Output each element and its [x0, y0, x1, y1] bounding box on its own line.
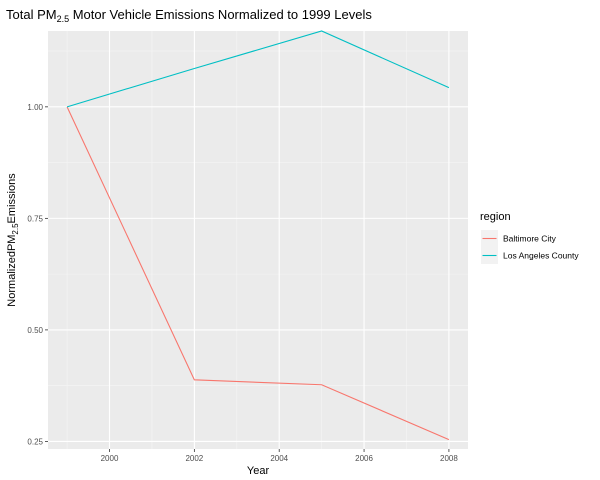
- chart-title-subscript: 2.5: [57, 14, 70, 24]
- y-axis-title-prefix: NormalizedPM: [6, 235, 18, 307]
- legend-label: Baltimore City: [503, 234, 557, 244]
- x-tick-label: 2004: [270, 454, 288, 463]
- chart-title-suffix: Motor Vehicle Emissions Normalized to 19…: [69, 7, 372, 22]
- x-tick-label: 2006: [355, 454, 373, 463]
- x-axis-title: Year: [247, 465, 270, 477]
- y-tick-label: 1.00: [27, 103, 43, 112]
- y-tick-label: 0.25: [27, 437, 43, 446]
- axis-ticks: 2000 2002 2004 2006 2008 0.25 0.50 0.75 1.00: [27, 103, 458, 463]
- y-axis-title: NormalizedPM2.5Emissions: [6, 173, 20, 307]
- y-axis-title-subscript: 2.5: [11, 223, 20, 235]
- x-tick-label: 2002: [185, 454, 203, 463]
- y-tick-label: 0.75: [27, 214, 43, 223]
- legend: region Baltimore City Los Angeles County: [480, 211, 579, 264]
- x-tick-label: 2008: [440, 454, 458, 463]
- x-tick-label: 2000: [101, 454, 119, 463]
- series-line-los-angeles-county: [66, 30, 450, 108]
- legend-title: region: [480, 211, 511, 223]
- legend-items: Baltimore City Los Angeles County: [481, 230, 579, 264]
- chart-title: Total PM2.5 Motor Vehicle Emissions Norm…: [6, 7, 372, 24]
- plot-panel: [48, 31, 468, 449]
- chart-title-prefix: Total PM: [6, 7, 57, 22]
- series-line-baltimore-city: [66, 106, 450, 441]
- y-axis-title-suffix: Emissions: [6, 173, 18, 224]
- series-lines: [66, 30, 450, 441]
- y-tick-label: 0.50: [27, 326, 43, 335]
- legend-label: Los Angeles County: [503, 251, 579, 261]
